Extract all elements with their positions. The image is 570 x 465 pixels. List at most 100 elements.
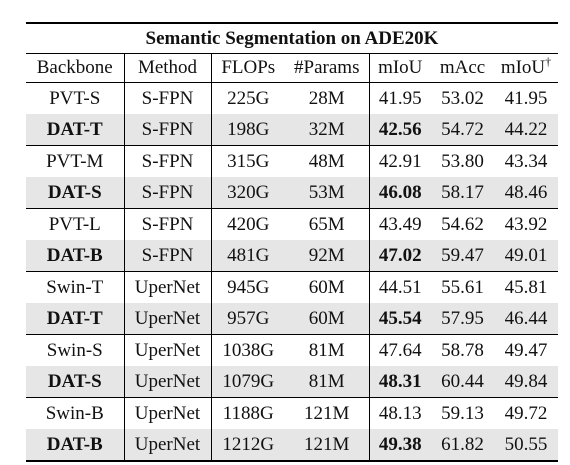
header-miou-ms: mIoU† [494,54,558,83]
cell-miou-ms: 49.84 [494,366,558,398]
cell-macc: 59.13 [431,398,494,430]
cell-miou: 49.38 [369,429,431,460]
cell-method: UperNet [124,335,211,367]
dagger-mark: † [545,55,551,69]
cell-macc: 53.02 [431,83,494,115]
cell-params: 121M [285,398,369,430]
cell-backbone: Swin-T [26,272,124,304]
cell-miou-ms: 45.81 [494,272,558,304]
cell-method: S-FPN [124,83,211,115]
cell-macc: 55.61 [431,272,494,304]
cell-miou: 48.13 [369,398,431,430]
cell-miou-ms: 43.92 [494,209,558,241]
cell-miou-ms: 49.01 [494,240,558,272]
cell-macc: 58.78 [431,335,494,367]
cell-backbone: PVT-S [26,83,124,115]
cell-miou: 41.95 [369,83,431,115]
cell-miou-ms: 49.47 [494,335,558,367]
cell-macc: 58.17 [431,177,494,209]
cell-backbone: DAT-T [26,114,124,146]
header-macc: mAcc [431,54,494,83]
cell-backbone: PVT-L [26,209,124,241]
cell-miou: 44.51 [369,272,431,304]
cell-backbone: DAT-B [26,429,124,460]
cell-miou-ms: 50.55 [494,429,558,460]
cell-backbone: DAT-S [26,366,124,398]
cell-params: 121M [285,429,369,460]
cell-method: UperNet [124,398,211,430]
cell-backbone: DAT-S [26,177,124,209]
table-row: PVT-M S-FPN 315G 48M 42.91 53.80 43.34 [26,146,558,178]
cell-macc: 54.72 [431,114,494,146]
cell-params: 32M [285,114,369,146]
cell-backbone: DAT-B [26,240,124,272]
cell-params: 60M [285,272,369,304]
cell-backbone: DAT-T [26,303,124,335]
cell-params: 48M [285,146,369,178]
results-table-container: Semantic Segmentation on ADE20K Backbone… [26,22,558,462]
cell-method: S-FPN [124,177,211,209]
results-table: Backbone Method FLOPs #Params mIoU mAcc … [26,54,558,460]
cell-flops: 945G [211,272,285,304]
table-row: DAT-T UperNet 957G 60M 45.54 57.95 46.44 [26,303,558,335]
cell-flops: 225G [211,83,285,115]
cell-params: 28M [285,83,369,115]
table-row: Swin-B UperNet 1188G 121M 48.13 59.13 49.72 [26,398,558,430]
bottom-rule [26,460,558,462]
table-row: PVT-S S-FPN 225G 28M 41.95 53.02 41.95 [26,83,558,115]
cell-macc: 60.44 [431,366,494,398]
header-backbone: Backbone [26,54,124,83]
cell-method: S-FPN [124,209,211,241]
cell-miou-ms: 49.72 [494,398,558,430]
cell-miou: 47.02 [369,240,431,272]
cell-flops: 198G [211,114,285,146]
cell-miou: 47.64 [369,335,431,367]
cell-miou: 45.54 [369,303,431,335]
cell-params: 53M [285,177,369,209]
table-row: DAT-S S-FPN 320G 53M 46.08 58.17 48.46 [26,177,558,209]
cell-miou-ms: 48.46 [494,177,558,209]
cell-backbone: Swin-S [26,335,124,367]
cell-params: 65M [285,209,369,241]
cell-miou: 42.91 [369,146,431,178]
cell-method: S-FPN [124,114,211,146]
cell-flops: 481G [211,240,285,272]
header-row: Backbone Method FLOPs #Params mIoU mAcc … [26,54,558,83]
cell-backbone: PVT-M [26,146,124,178]
cell-method: UperNet [124,429,211,460]
header-miou-ms-label: mIoU [501,57,545,78]
header-miou: mIoU [369,54,431,83]
cell-flops: 957G [211,303,285,335]
cell-miou: 46.08 [369,177,431,209]
cell-macc: 59.47 [431,240,494,272]
cell-method: S-FPN [124,240,211,272]
header-params: #Params [285,54,369,83]
header-flops: FLOPs [211,54,285,83]
cell-macc: 54.62 [431,209,494,241]
cell-params: 81M [285,366,369,398]
cell-backbone: Swin-B [26,398,124,430]
table-row: DAT-S UperNet 1079G 81M 48.31 60.44 49.84 [26,366,558,398]
cell-method: UperNet [124,272,211,304]
table-row: DAT-B UperNet 1212G 121M 49.38 61.82 50.55 [26,429,558,460]
cell-macc: 57.95 [431,303,494,335]
cell-flops: 1188G [211,398,285,430]
cell-method: S-FPN [124,146,211,178]
cell-flops: 1212G [211,429,285,460]
table-title: Semantic Segmentation on ADE20K [26,24,558,53]
cell-flops: 315G [211,146,285,178]
cell-miou: 42.56 [369,114,431,146]
cell-miou-ms: 43.34 [494,146,558,178]
table-body: PVT-S S-FPN 225G 28M 41.95 53.02 41.95 DAT-T S-F… [26,83,558,461]
cell-miou: 48.31 [369,366,431,398]
cell-params: 60M [285,303,369,335]
cell-params: 92M [285,240,369,272]
cell-miou: 43.49 [369,209,431,241]
header-method: Method [124,54,211,83]
cell-miou-ms: 44.22 [494,114,558,146]
cell-flops: 1038G [211,335,285,367]
table-row: DAT-T S-FPN 198G 32M 42.56 54.72 44.22 [26,114,558,146]
cell-method: UperNet [124,366,211,398]
table-row: Swin-T UperNet 945G 60M 44.51 55.61 45.81 [26,272,558,304]
table-row: DAT-B S-FPN 481G 92M 47.02 59.47 49.01 [26,240,558,272]
